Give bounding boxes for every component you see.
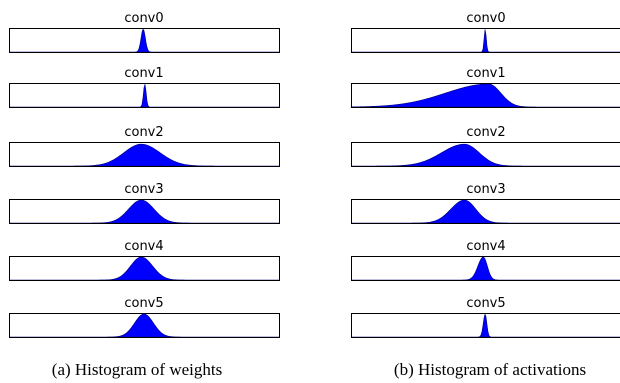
histogram-frame [9, 313, 280, 338]
histogram-title: conv4 [466, 239, 505, 254]
histogram-frame [351, 256, 620, 281]
panel-weights: conv0 conv1 conv2 conv3 conv4 conv5 (a) Histog… [9, 11, 280, 379]
histogram-conv2: conv2 [351, 125, 620, 167]
histogram-title: conv2 [124, 125, 163, 140]
histogram-conv5: conv5 [351, 296, 620, 338]
panels: conv0 conv1 conv2 conv3 conv4 conv5 (a) Histog… [9, 11, 620, 379]
panel-caption: (b) Histogram of activations [394, 360, 586, 379]
histogram-conv4: conv4 [9, 239, 280, 281]
histogram-conv4: conv4 [351, 239, 620, 281]
histogram-title: conv3 [466, 182, 505, 197]
histogram-title: conv1 [466, 66, 505, 81]
panel-caption: (a) Histogram of weights [52, 360, 222, 379]
histogram-frame [351, 142, 620, 167]
histogram-title: conv5 [466, 296, 505, 311]
histogram-frame [351, 199, 620, 224]
histogram-title: conv0 [466, 11, 505, 26]
histogram-frame [9, 28, 280, 53]
histogram-conv0: conv0 [9, 11, 280, 53]
histogram-frame [351, 313, 620, 338]
histogram-conv0: conv0 [351, 11, 620, 53]
histogram-title: conv4 [124, 239, 163, 254]
histogram-frame [9, 83, 280, 108]
panel-activations: conv0 conv1 conv2 conv3 conv4 conv5 (b) Histog… [350, 11, 620, 379]
histogram-conv2: conv2 [9, 125, 280, 167]
histogram-conv3: conv3 [351, 182, 620, 224]
histogram-title: conv2 [466, 125, 505, 140]
histogram-conv3: conv3 [9, 182, 280, 224]
histogram-frame [351, 28, 620, 53]
histogram-title: conv0 [124, 11, 163, 26]
histogram-conv1: conv1 [9, 66, 280, 108]
histogram-title: conv3 [124, 182, 163, 197]
histogram-frame [351, 83, 620, 108]
histogram-conv5: conv5 [9, 296, 280, 338]
histogram-title: conv5 [124, 296, 163, 311]
histogram-conv1: conv1 [350, 66, 620, 108]
histogram-frame [9, 142, 280, 167]
histogram-frame [9, 199, 280, 224]
histogram-title: conv1 [124, 66, 163, 81]
histogram-frame [9, 256, 280, 281]
